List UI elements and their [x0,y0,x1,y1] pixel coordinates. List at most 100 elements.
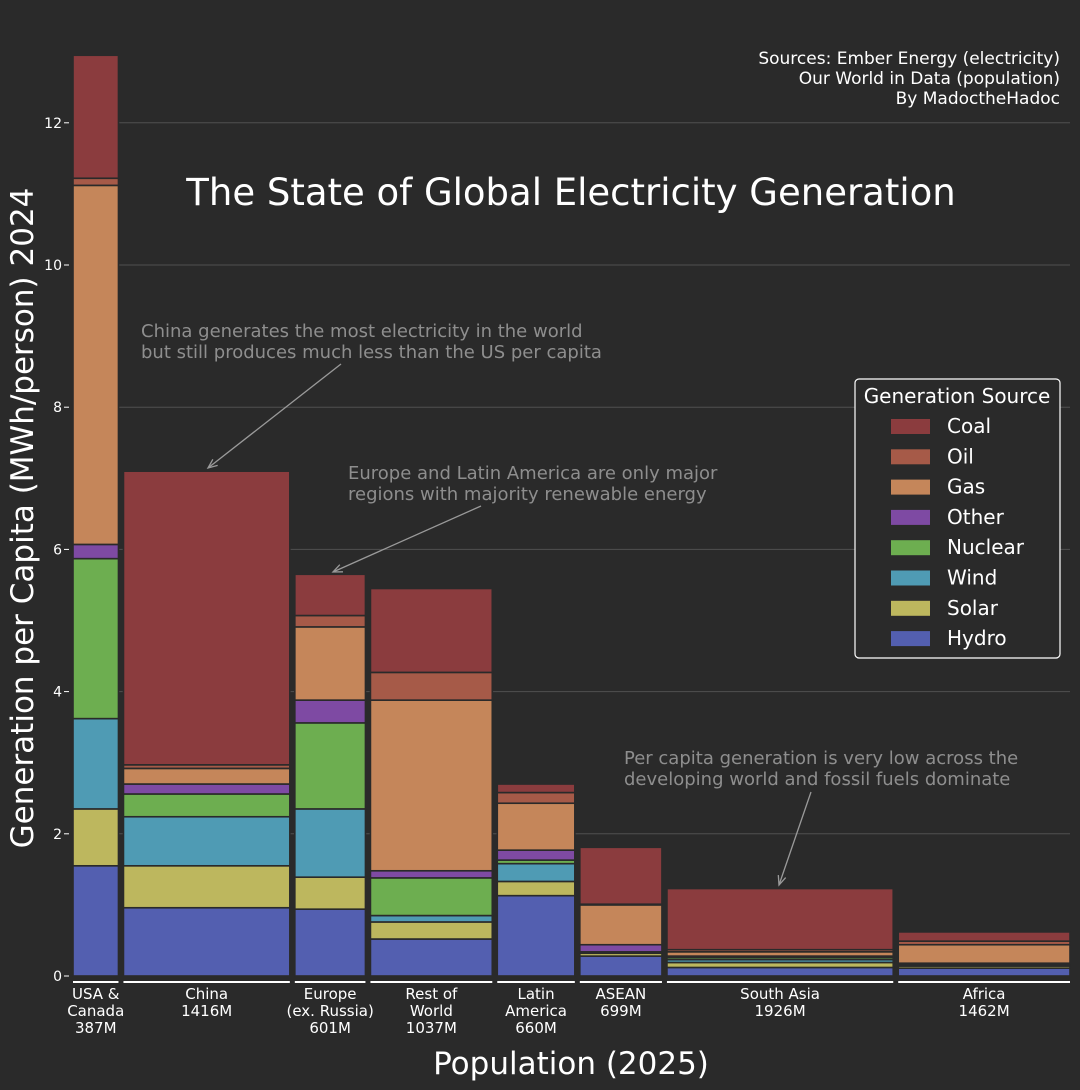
x-category-label-latin: Latin America 660M [505,985,567,1037]
y-tick-label: 6 [53,542,62,558]
x-category-label-usa: USA & Canada 387M [67,985,124,1037]
bar-segment-china-wind [122,815,291,867]
legend-swatch-hydro [891,631,930,647]
y-axis-title: Generation per Capita (MWh/person) 2024 [5,188,41,849]
annotation-europe: Europe and Latin America are only major r… [348,463,718,505]
legend-swatch-oil [891,449,930,465]
bar-segment-asean-gas [579,904,663,946]
bar-segment-latin-gas [496,802,576,851]
bar-segment-china-other [122,783,291,795]
legend-swatch-nuclear [891,540,930,556]
annotation-south-asia: Per capita generation is very low across… [624,748,1018,790]
x-category-label-rest-of: Rest of World 1037M [405,985,458,1037]
bar-segment-asean-coal [579,846,663,905]
bar-segment-latin-solar [496,880,576,897]
bar-segment-latin-wind [496,862,576,883]
x-category-label-asean: ASEAN 699M [596,985,647,1020]
x-axis-title: Population (2025) [433,1046,709,1082]
bar-segment-rest-of-wind [369,914,494,923]
y-tick-label: 12 [44,116,62,132]
x-category-label-south-asia: South Asia 1926M [740,985,820,1020]
legend-swatch-coal [891,419,930,434]
bar-segment-europe-coal [294,573,367,617]
bar-segment-china-coal [122,470,291,766]
annotation-arrowhead [777,874,787,887]
legend-label-gas: Gas [947,475,985,499]
annotations: China generates the most electricity in … [141,321,1018,887]
legend-label-solar: Solar [947,596,999,620]
bar-segment-usa-coal [72,54,120,180]
bar-segment-usa-oil [72,177,120,187]
legend-swatch-gas [891,479,930,495]
bar-segment-rest-of-solar [369,921,494,940]
sources-line-3: By MadoctheHadoc [896,89,1060,109]
bar-segment-latin-coal [496,783,576,794]
bar-segment-usa-wind [72,717,120,810]
bar-segment-europe-hydro [294,908,367,977]
chart-title: The State of Global Electricity Generati… [185,171,955,214]
bar-segment-africa-gas [897,943,1071,965]
bar-segment-rest-of-other [369,869,494,879]
bar-segment-europe-other [294,699,367,724]
y-tick-label: 4 [53,685,62,701]
bar-segment-china-nuclear [122,793,291,818]
x-axis-labels: USA & Canada 387M China 1416M Europe (ex. Russ… [67,985,1009,1037]
y-tick-label: 10 [44,258,62,274]
annotation-arrowhead [206,458,218,470]
x-category-label-africa: Africa 1462M [959,985,1010,1020]
bar-segment-china-solar [122,864,291,909]
legend-label-other: Other [947,505,1005,529]
bar-segment-europe-wind [294,808,367,878]
y-axis-ticks: 0 2 4 6 8 10 12 [44,116,69,985]
legend-swatch-wind [891,570,930,586]
bar-segment-latin-hydro [496,894,576,977]
annotation-arrow-europe [332,505,482,573]
bar-segment-africa-coal [897,931,1071,942]
y-tick-label: 0 [53,969,62,985]
annotation-arrow-south-asia [778,791,812,886]
y-tick-label: 8 [53,400,62,416]
legend-items: Coal Oil Gas Other Nuclear Wind Solar Hydro [891,414,1025,650]
bar-segment-usa-nuclear [72,557,120,720]
bar-segment-asean-hydro [579,955,663,977]
legend-swatch-other [891,509,930,525]
bar-segment-africa-hydro [897,967,1071,977]
sources-line-2: Our World in Data (population) [799,69,1060,89]
bar-segment-usa-other [72,543,120,560]
bar-segment-rest-of-hydro [369,938,494,977]
legend-box [854,378,1061,659]
legend-swatch-solar [891,600,930,616]
annotation-arrow-china [207,363,342,469]
bar-segment-rest-of-oil [369,671,494,701]
bar-segment-europe-oil [294,614,367,628]
x-category-label-europe: Europe (ex. Russia) 601M [286,985,373,1037]
annotation-china: China generates the most electricity in … [141,321,602,363]
bar-segment-asean-other [579,943,663,953]
legend-label-wind: Wind [947,566,997,590]
bar-segment-europe-solar [294,876,367,910]
x-category-label-china: China 1416M [181,985,232,1020]
bar-segment-latin-oil [496,791,576,805]
bar-segment-usa-hydro [72,864,120,977]
bar-segment-china-hydro [122,906,291,977]
bar-segment-europe-nuclear [294,722,367,810]
y-tick-label: 2 [53,827,62,843]
bar-segment-usa-solar [72,808,120,867]
bar-segment-europe-gas [294,626,367,701]
bar-segment-china-gas [122,767,291,785]
bar-segment-rest-of-coal [369,587,494,674]
legend: Generation Source Coal Oil Gas Other Nuclear… [854,378,1061,659]
sources-line-1: Sources: Ember Energy (electricity) [758,49,1060,69]
legend-label-nuclear: Nuclear [947,535,1025,559]
bar-segment-south-asia-hydro [666,966,895,977]
legend-title: Generation Source [864,384,1051,408]
legend-label-oil: Oil [947,444,974,468]
annotation-arrowhead [331,564,344,573]
bar-segment-latin-other [496,849,576,861]
bar-segment-rest-of-gas [369,699,494,872]
bar-segment-usa-gas [72,184,120,546]
bar-segment-rest-of-nuclear [369,877,494,917]
legend-label-hydro: Hydro [947,626,1007,650]
bar-segment-south-asia-coal [666,887,895,951]
